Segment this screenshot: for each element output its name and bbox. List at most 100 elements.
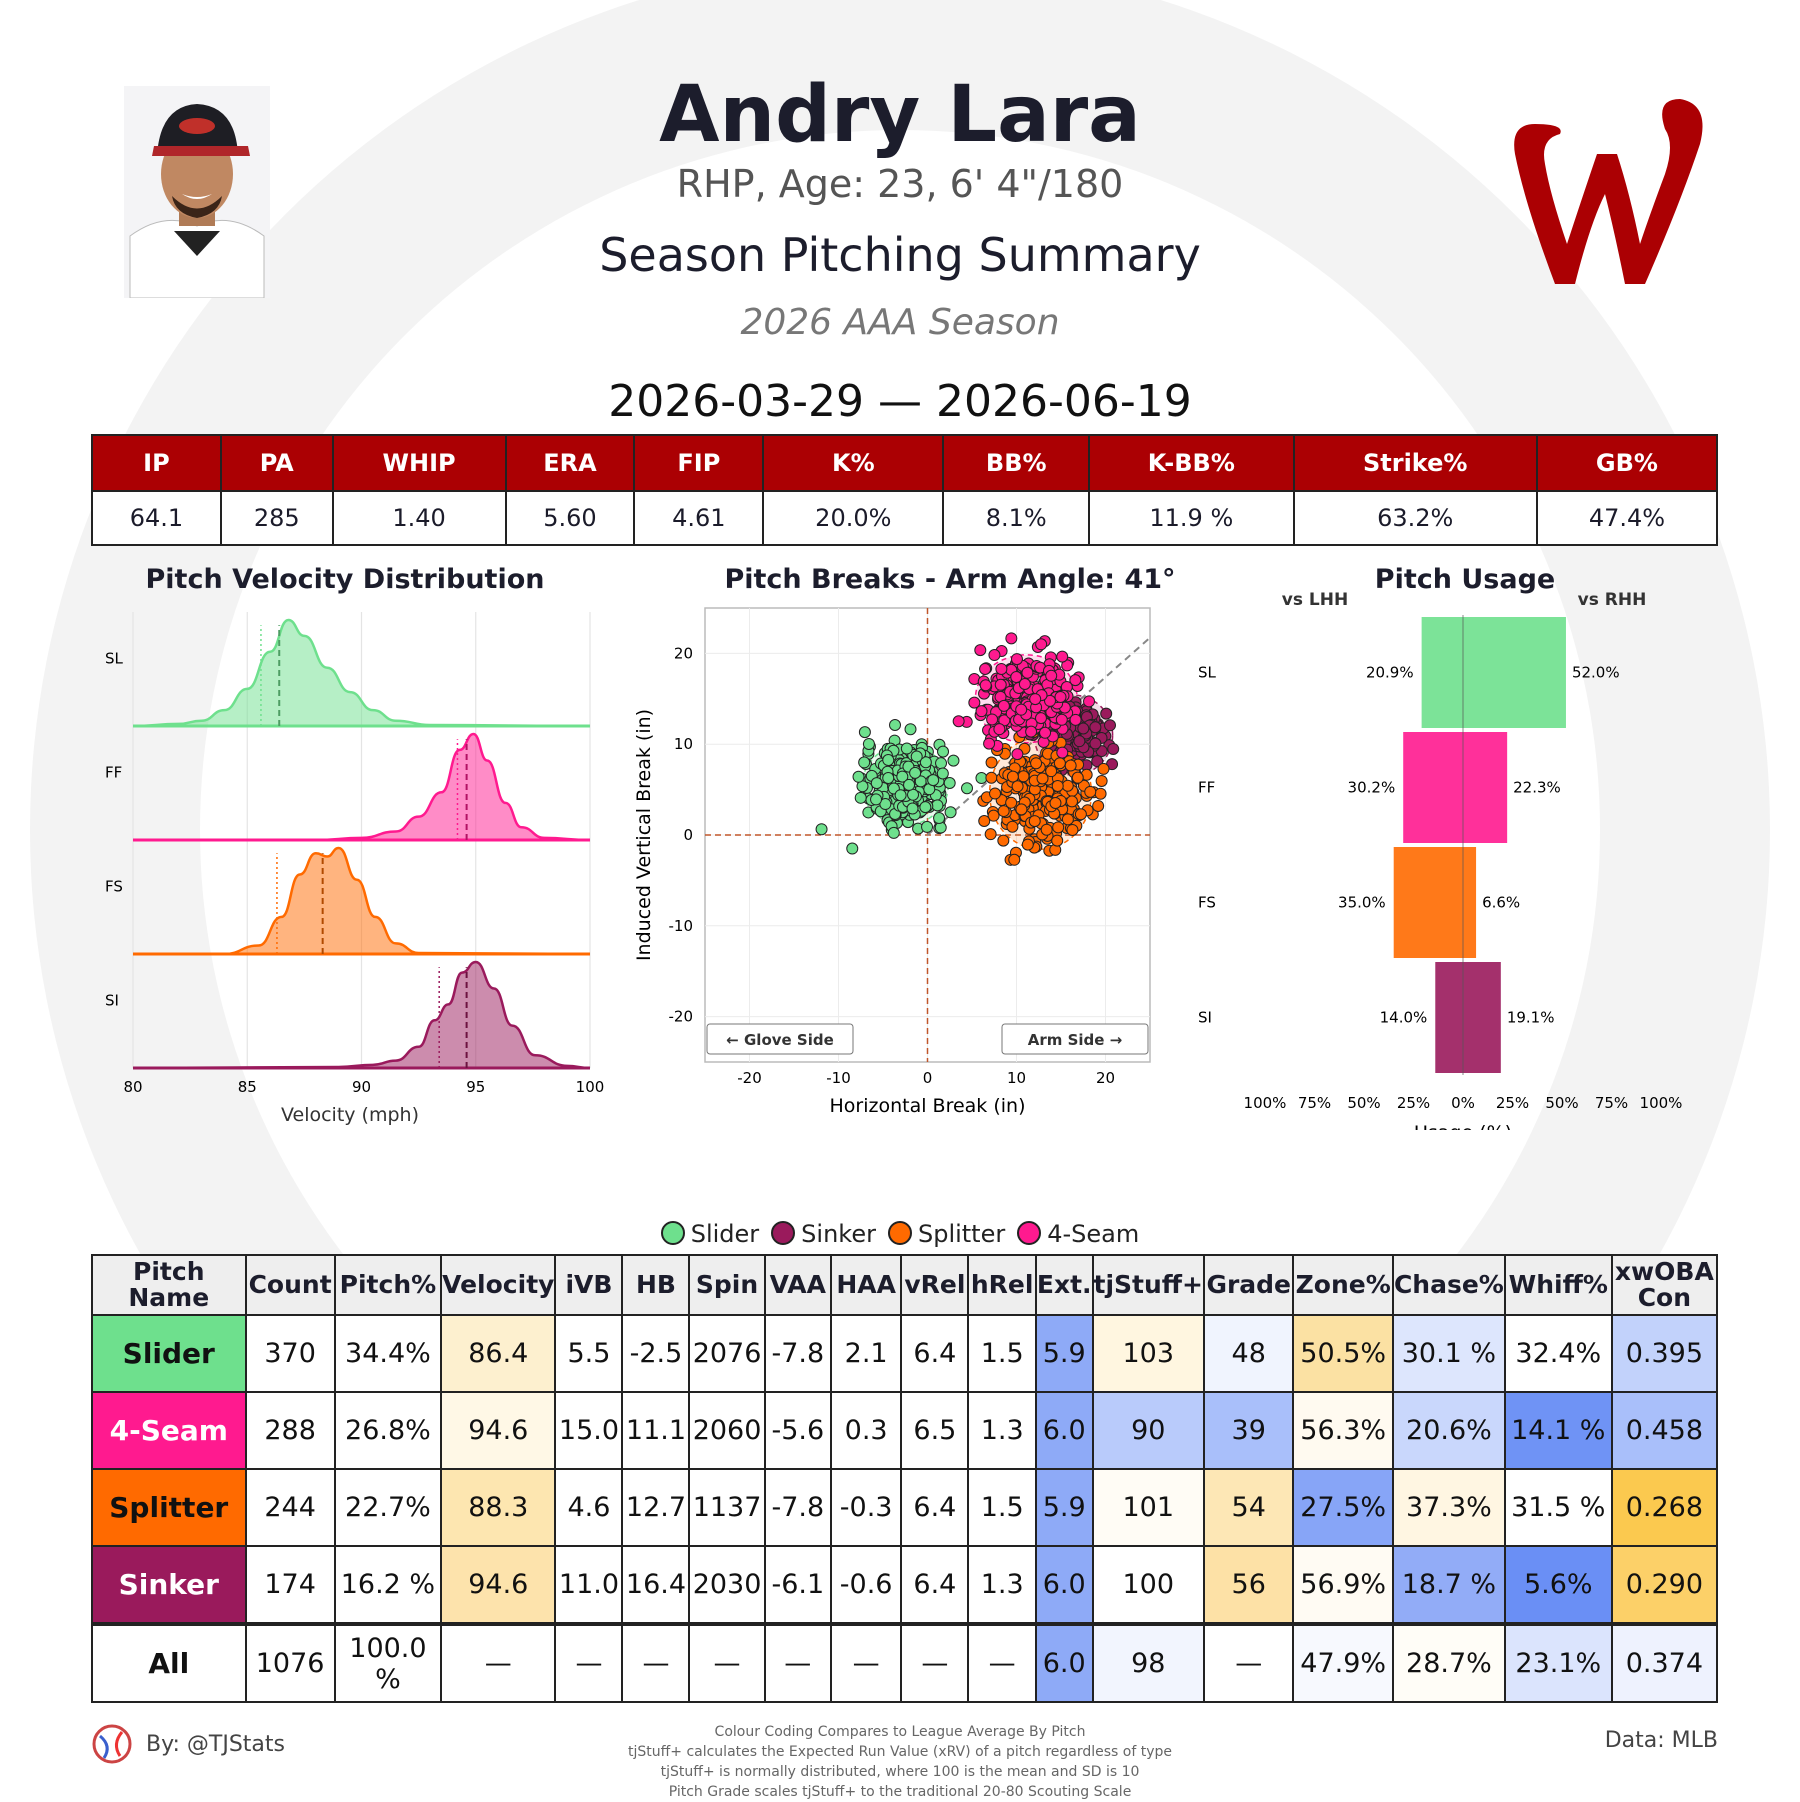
pitch-break-point	[894, 789, 907, 802]
pitch-table-cell: 1.5	[967, 1314, 1037, 1393]
usage-bar-rhh	[1463, 962, 1501, 1073]
breaks-x-tick-label: -20	[737, 1069, 762, 1087]
pitch-break-point	[975, 772, 988, 785]
pitch-table-header: Spin	[688, 1254, 766, 1316]
pitch-break-point	[870, 793, 883, 806]
pitch-break-point	[987, 809, 1000, 822]
usage-tick-label: 100%	[1244, 1094, 1287, 1112]
pitch-break-point	[937, 745, 950, 758]
stat-value: 5.60	[504, 490, 636, 546]
pitch-break-point	[1008, 853, 1021, 866]
stat-header: IP	[91, 434, 222, 492]
pitch-table-cell: 0.458	[1610, 1391, 1719, 1470]
legend-label: 4-Seam	[1047, 1220, 1140, 1248]
stat-value: 63.2%	[1292, 490, 1538, 546]
pitch-break-point	[936, 767, 949, 780]
pitch-table-cell: 34.4%	[333, 1314, 443, 1393]
table-row: All 1076 100.0 % — — — — — — — —6.0 98—47.9% 28.7% 23…	[91, 1623, 1719, 1703]
pitch-table-cell: 50.5%	[1292, 1314, 1394, 1393]
legend-label: Splitter	[917, 1220, 1006, 1248]
table-row: Splitter 244 22.7% 88.3 4.6 12.7 1137 -7.8 -0.3 6…	[91, 1468, 1719, 1547]
pitch-break-point	[1056, 650, 1069, 663]
breaks-x-tick-label: 20	[1096, 1069, 1115, 1087]
pitch-break-point	[1011, 780, 1024, 793]
pitch-break-point	[931, 799, 944, 812]
usage-row-label: SI	[1198, 1009, 1212, 1027]
tjstats-logo-icon	[92, 1724, 132, 1764]
legend-swatch	[887, 1221, 912, 1245]
pitch-table-header: VAA	[763, 1254, 833, 1316]
pitch-break-point	[961, 782, 974, 795]
pitch-table-cell: 22.7%	[333, 1468, 443, 1547]
pitch-table-header: iVB	[554, 1254, 624, 1316]
pitch-table-cell: 6.5	[900, 1391, 970, 1470]
pitch-break-point	[852, 770, 865, 783]
pitch-table-cell: 100	[1091, 1545, 1206, 1625]
pitch-break-point	[906, 802, 919, 815]
stat-header: GB%	[1535, 434, 1719, 492]
pitch-break-point	[989, 787, 1002, 800]
pitch-break-point	[978, 814, 991, 827]
pitch-table-header: Whiff%	[1503, 1254, 1613, 1316]
pitch-table-cell: 5.9	[1034, 1314, 1094, 1393]
pitch-break-point	[882, 771, 895, 784]
stat-value: 20.0%	[762, 490, 945, 546]
table-row: 4-Seam 288 26.8% 94.6 15.0 11.1 2060 -5.6 0.3 6.5…	[91, 1391, 1719, 1470]
pitch-table-cell: 0.268	[1610, 1468, 1719, 1547]
velocity-tick-label: 80	[123, 1078, 142, 1096]
pitch-table-cell: 86.4	[440, 1314, 557, 1393]
usage-tick-label: 50%	[1347, 1094, 1380, 1112]
pitch-break-point	[997, 805, 1010, 818]
stat-value: 11.9 %	[1088, 490, 1295, 546]
pitch-break-point	[1084, 785, 1097, 798]
pitch-break-point	[1010, 671, 1023, 684]
pitch-table-cell: 54	[1203, 1468, 1295, 1547]
team-logo	[1514, 99, 1703, 284]
pitch-break-point	[1094, 787, 1107, 800]
pitch-break-point	[1034, 712, 1047, 725]
usage-right-label: vs RHH	[1578, 590, 1647, 610]
pitch-break-point	[1064, 759, 1077, 772]
legend-item: 4-Seam	[1017, 1220, 1139, 1248]
usage-bar-rhh	[1463, 847, 1477, 958]
pitch-table-cell: —	[554, 1623, 624, 1703]
pitch-table-header: HAA	[829, 1254, 903, 1316]
pitch-table-cell: —	[967, 1623, 1037, 1703]
usage-bar-lhh	[1403, 732, 1463, 843]
stat-header: WHIP	[331, 434, 507, 492]
pitch-table-header: Velocity	[440, 1254, 557, 1316]
pitch-table-cell: 98	[1091, 1623, 1206, 1703]
pitch-table-cell: 174	[244, 1545, 336, 1625]
pitch-break-point	[1061, 779, 1074, 792]
pitch-break-point	[997, 834, 1010, 847]
velocity-row-label: FS	[105, 877, 123, 895]
pitch-table-cell: 2.1	[829, 1314, 903, 1393]
pitch-table-cell: 47.9%	[1292, 1623, 1394, 1703]
pitch-name-cell: All	[91, 1623, 247, 1703]
pitch-break-point	[1021, 838, 1034, 851]
pitch-table-cell: —	[440, 1623, 557, 1703]
usage-tick-label: 100%	[1640, 1094, 1683, 1112]
pitch-break-point	[983, 737, 996, 750]
pitch-break-point	[879, 798, 892, 811]
pitch-break-point	[900, 742, 913, 755]
stat-value: 64.1	[91, 490, 222, 546]
pitch-table-cell: -0.3	[829, 1468, 903, 1547]
pitch-break-point	[1040, 823, 1053, 836]
usage-tick-label: 50%	[1545, 1094, 1578, 1112]
pitch-table-cell: 0.290	[1610, 1545, 1719, 1625]
pitch-break-point	[1028, 815, 1041, 828]
pitch-table-cell: 103	[1091, 1314, 1206, 1393]
pitch-table-cell: 0.3	[829, 1391, 903, 1470]
pitch-break-point	[1066, 823, 1079, 836]
usage-tick-label: 75%	[1298, 1094, 1331, 1112]
velocity-density-area	[133, 847, 590, 954]
pitch-legend: Slider Sinker Splitter 4-Seam	[0, 1220, 1800, 1248]
velocity-row-label: SI	[105, 991, 119, 1009]
pitch-break-point	[1077, 722, 1090, 735]
pitch-table-cell: 6.0	[1034, 1545, 1094, 1625]
pitch-table-header: xwOBA Con	[1610, 1254, 1719, 1316]
velocity-density-line	[132, 846, 591, 956]
breaks-x-tick-label: 0	[923, 1069, 933, 1087]
pitch-break-point	[993, 723, 1006, 736]
